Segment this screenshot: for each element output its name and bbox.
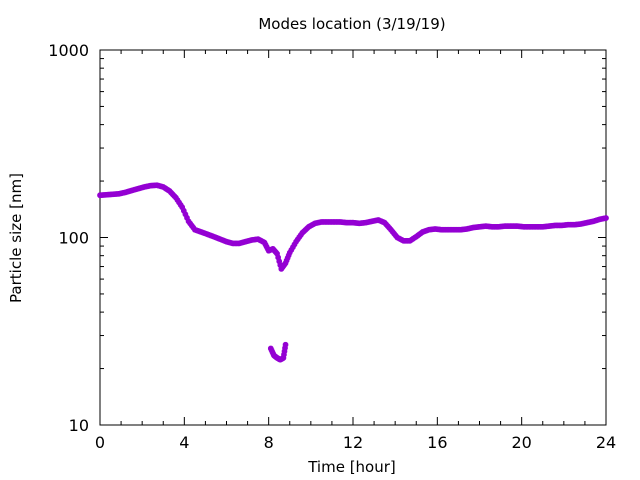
x-axis: 0 4 8 12 16 20 24	[95, 50, 616, 452]
data-point	[603, 215, 609, 221]
x-tick-label: 12	[343, 433, 363, 452]
plot-border	[99, 49, 607, 426]
y-tick-label: 100	[58, 229, 89, 248]
x-tick-label: 0	[95, 433, 105, 452]
data-point	[282, 341, 289, 348]
x-tick-label: 24	[596, 433, 616, 452]
x-tick-label: 4	[179, 433, 189, 452]
y-axis: 10 100 1000	[48, 41, 606, 435]
x-tick-label: 16	[427, 433, 447, 452]
x-tick-label: 20	[511, 433, 531, 452]
y-tick-label: 1000	[48, 41, 89, 60]
y-axis-label: Particle size [nm]	[7, 173, 25, 303]
x-tick-label: 8	[264, 433, 274, 452]
plot-frame	[99, 49, 607, 426]
chart-title: Modes location (3/19/19)	[258, 15, 445, 33]
x-axis-label: Time [hour]	[307, 458, 396, 476]
y-tick-label: 10	[69, 416, 89, 435]
data-points	[97, 182, 609, 363]
